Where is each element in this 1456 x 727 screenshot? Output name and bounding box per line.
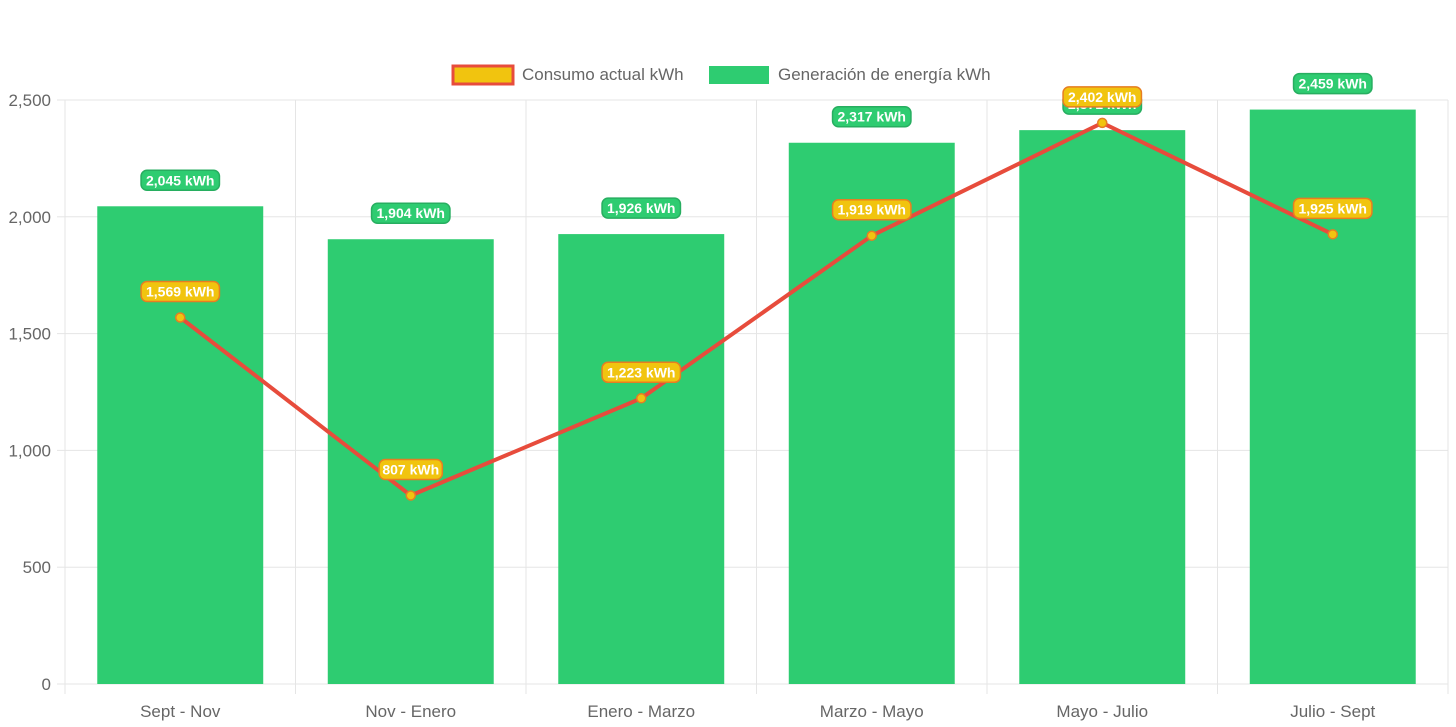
y-tick-label: 1,000 bbox=[8, 441, 51, 460]
point-consumo[interactable] bbox=[636, 393, 647, 404]
data-label-consumo-text: 1,223 kWh bbox=[607, 364, 675, 380]
data-label-consumo-text: 1,919 kWh bbox=[838, 202, 906, 218]
line-consumo bbox=[179, 120, 1334, 498]
data-label-generacion-text: 2,317 kWh bbox=[838, 109, 906, 125]
y-axis-ticks: 0 500 1,000 1,500 2,000 2,500 bbox=[8, 91, 51, 694]
data-label-generacion-bg bbox=[140, 169, 221, 192]
data-label-generacion: 2,317 kWh bbox=[831, 105, 912, 128]
point-consumo[interactable] bbox=[175, 312, 186, 323]
x-axis-ticks: Sept - Nov Nov - Enero Enero - Marzo Marzo … bbox=[140, 702, 1375, 721]
line-series-consumo bbox=[175, 117, 1338, 501]
x-tick-label: Enero - Marzo bbox=[587, 702, 695, 721]
legend-label-generacion: Generación de energía kWh bbox=[778, 65, 991, 84]
data-label-consumo-text: 1,925 kWh bbox=[1299, 200, 1367, 216]
data-label-generacion: 2,459 kWh bbox=[1292, 72, 1373, 95]
data-label-generacion-text: 1,926 kWh bbox=[607, 200, 675, 216]
y-tick-label: 2,000 bbox=[8, 208, 51, 227]
legend-label-consumo: Consumo actual kWh bbox=[522, 65, 684, 84]
y-tick-label: 1,500 bbox=[8, 325, 51, 344]
y-tick-label: 2,500 bbox=[8, 91, 51, 110]
legend-swatch-generacion bbox=[709, 66, 769, 84]
bar-generacion[interactable] bbox=[1249, 109, 1416, 685]
data-label-consumo-text: 2,402 kWh bbox=[1068, 89, 1136, 105]
bar-generacion[interactable] bbox=[1019, 130, 1186, 684]
chart-legend: Consumo actual kWh Generación de energía… bbox=[451, 64, 991, 86]
legend-item-generacion[interactable]: Generación de energía kWh bbox=[709, 65, 991, 84]
data-label-consumo-text: 1,569 kWh bbox=[146, 283, 214, 299]
data-label-consumo-bg bbox=[1292, 197, 1373, 220]
x-tick-label: Mayo - Julio bbox=[1056, 702, 1148, 721]
x-tick-label: Nov - Enero bbox=[365, 702, 456, 721]
data-label-generacion-text: 2,459 kWh bbox=[1299, 76, 1367, 92]
legend-swatch-consumo bbox=[451, 64, 515, 86]
bar-generacion[interactable] bbox=[558, 234, 725, 684]
data-label-consumo-text: 807 kWh bbox=[382, 461, 439, 477]
data-label-consumo: 2,402 kWh bbox=[1062, 86, 1143, 108]
data-label-consumo-bg bbox=[1062, 86, 1143, 108]
data-label-consumo: 1,569 kWh bbox=[140, 280, 221, 303]
data-label-consumo-bg bbox=[140, 280, 221, 303]
data-label-generacion: 1,926 kWh bbox=[601, 197, 682, 219]
x-tick-label: Marzo - Mayo bbox=[820, 702, 924, 721]
data-label-consumo: 1,223 kWh bbox=[601, 361, 682, 384]
data-label-generacion-text: 2,045 kWh bbox=[146, 172, 214, 188]
data-label-generacion-bg bbox=[601, 197, 682, 219]
y-tick-label: 0 bbox=[42, 675, 51, 694]
data-label-generacion-bg bbox=[831, 105, 912, 128]
point-consumo[interactable] bbox=[866, 230, 877, 241]
data-label-generacion: 1,904 kWh bbox=[370, 202, 451, 224]
data-label-consumo-bg bbox=[601, 361, 682, 384]
bar-generacion[interactable] bbox=[97, 206, 264, 684]
data-label-generacion-text: 1,904 kWh bbox=[377, 205, 445, 221]
data-label-consumo: 807 kWh bbox=[378, 458, 444, 481]
data-label-consumo-bg bbox=[831, 198, 912, 221]
x-tick-label: Julio - Sept bbox=[1290, 702, 1375, 721]
data-label-consumo: 1,919 kWh bbox=[831, 198, 912, 221]
data-label-consumo: 1,925 kWh bbox=[1292, 197, 1373, 220]
data-label-generacion-bg bbox=[370, 202, 451, 224]
bar-generacion[interactable] bbox=[788, 142, 955, 685]
data-label-consumo-bg bbox=[378, 458, 444, 481]
point-consumo[interactable] bbox=[1327, 229, 1338, 240]
point-consumo[interactable] bbox=[1097, 117, 1108, 129]
data-label-generacion: 2,045 kWh bbox=[140, 169, 221, 192]
x-tick-label: Sept - Nov bbox=[140, 702, 221, 721]
y-tick-label: 500 bbox=[23, 558, 51, 577]
grid-lines bbox=[57, 99, 1449, 694]
data-label-generacion-bg bbox=[1292, 72, 1373, 95]
legend-item-consumo[interactable]: Consumo actual kWh bbox=[451, 64, 684, 86]
point-consumo[interactable] bbox=[405, 490, 416, 501]
